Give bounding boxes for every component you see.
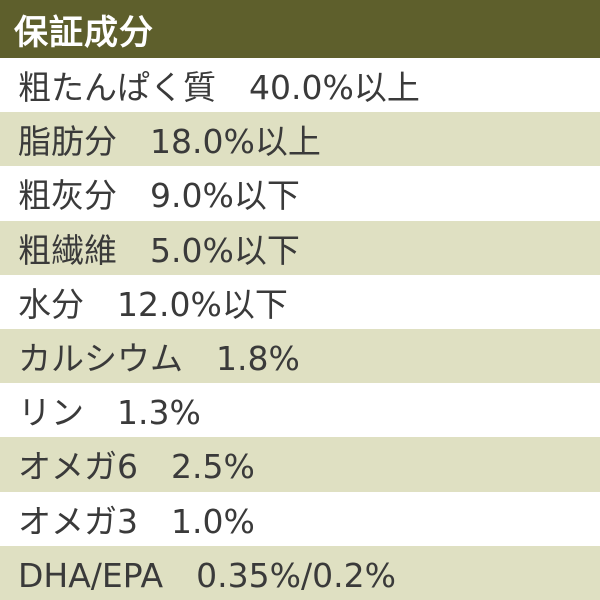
nutrient-row-crude-protein: 粗たんぱく質 40.0%以上	[0, 58, 600, 113]
nutrient-row-fat: 脂肪分 18.0%以上	[0, 112, 600, 167]
nutrient-row-crude-ash: 粗灰分 9.0%以下	[0, 166, 600, 221]
nutrient-row-calcium: カルシウム 1.8%	[0, 328, 600, 384]
nutrient-text: カルシウム 1.8%	[18, 339, 300, 379]
nutrient-row-moisture: 水分 12.0%以下	[0, 274, 600, 329]
nutrient-text: DHA/EPA 0.35%/0.2%	[18, 555, 396, 595]
nutrient-row-phosphorus: リン 1.3%	[0, 383, 600, 438]
header-title: 保証成分	[14, 12, 154, 53]
nutrient-row-crude-fiber: 粗繊維 5.0%以下	[0, 220, 600, 275]
nutrient-text: 水分 12.0%以下	[18, 284, 288, 324]
nutrient-list: 粗たんぱく質 40.0%以上 脂肪分 18.0%以上 粗灰分 9.0%以下 粗繊…	[0, 58, 600, 600]
nutrient-text: オメガ3 1.0%	[18, 501, 255, 541]
nutrient-text: 粗たんぱく質 40.0%以上	[18, 68, 420, 108]
nutrient-row-omega3: オメガ3 1.0%	[0, 491, 600, 546]
nutrient-text: 粗繊維 5.0%以下	[18, 230, 300, 270]
nutrient-text: オメガ6 2.5%	[18, 447, 255, 487]
nutrient-text: 脂肪分 18.0%以上	[18, 122, 321, 162]
nutrient-row-dha-epa: DHA/EPA 0.35%/0.2%	[0, 545, 600, 600]
nutrient-row-omega6: オメガ6 2.5%	[0, 437, 600, 492]
nutrient-text: 粗灰分 9.0%以下	[18, 176, 300, 216]
nutrient-text: リン 1.3%	[18, 393, 201, 433]
guaranteed-analysis-header: 保証成分	[0, 0, 600, 58]
